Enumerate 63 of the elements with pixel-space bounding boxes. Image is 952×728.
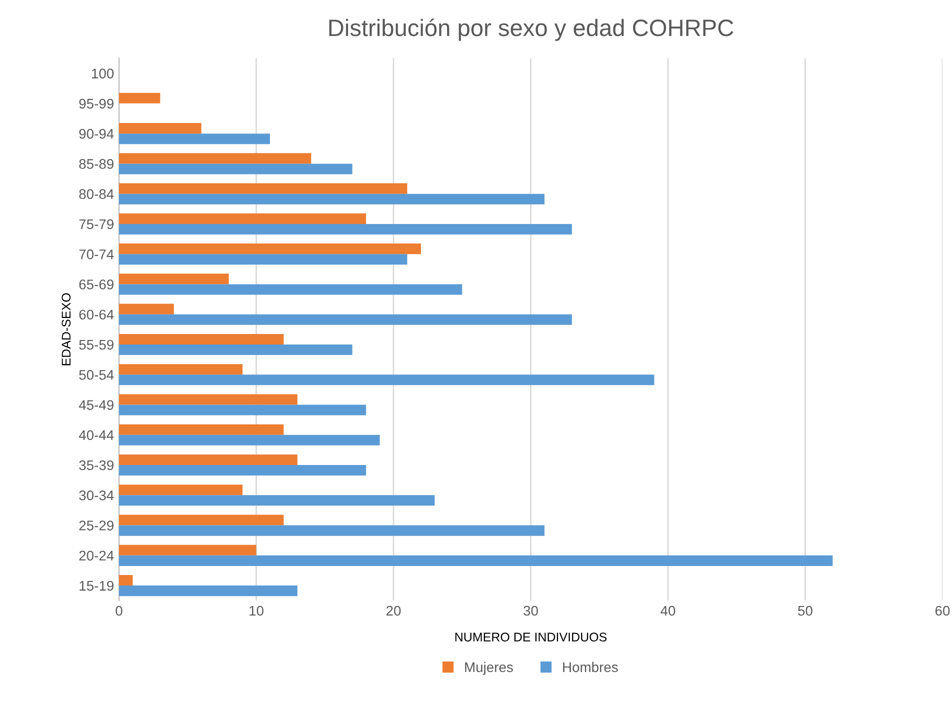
bar — [119, 153, 312, 164]
bar — [119, 344, 352, 356]
y-tick-label: 55-59 — [79, 340, 114, 350]
y-tick-label: 90-94 — [79, 128, 114, 139]
bar — [119, 484, 243, 496]
y-tick-label: 50-54 — [79, 370, 114, 380]
bar — [119, 404, 366, 416]
bar — [119, 123, 202, 134]
y-tick-label: 100 — [92, 68, 114, 78]
y-tick-label: 30-34 — [79, 490, 114, 500]
legend-label: Hombres — [563, 662, 618, 672]
x-axis-title: NUMERO DE INDIVIDUOS — [455, 632, 607, 642]
legend-label: Mujeres — [465, 662, 513, 675]
bar — [119, 465, 366, 476]
bar — [119, 314, 572, 325]
y-tick-label: 75-79 — [79, 219, 114, 230]
y-tick-label: 65-69 — [79, 280, 114, 290]
x-tick-label: 30 — [524, 606, 538, 616]
y-tick-label: 25-29 — [79, 520, 114, 530]
bar — [119, 434, 380, 446]
y-tick-label: 95-99 — [79, 98, 114, 109]
bar — [119, 334, 284, 344]
x-tick-label: 0 — [116, 606, 122, 616]
bar — [119, 495, 435, 506]
chart-title: Distribución por sexo y edad COHRPC — [329, 18, 734, 41]
y-tick-label: 70-74 — [79, 249, 114, 260]
bar — [119, 586, 298, 596]
bar — [119, 194, 544, 204]
y-tick-label: 85-89 — [79, 159, 114, 169]
x-tick-label: 40 — [660, 606, 676, 616]
bar — [119, 364, 243, 375]
y-tick-label: 45-49 — [78, 400, 114, 410]
x-tick-label: 10 — [250, 606, 264, 616]
bar — [119, 164, 352, 174]
bar — [119, 454, 298, 466]
bar — [119, 304, 174, 314]
x-tick-label: 60 — [935, 606, 950, 616]
y-tick-label: 15-19 — [80, 580, 114, 591]
y-tick-label: 35-39 — [79, 460, 114, 470]
bar — [119, 254, 408, 265]
bar — [119, 274, 229, 284]
bar — [119, 424, 284, 435]
bar — [119, 394, 298, 405]
bar — [119, 244, 421, 254]
y-axis-title: EDAD-SEXO — [62, 293, 71, 366]
bar — [119, 544, 256, 556]
bar — [119, 134, 270, 144]
bar — [119, 555, 833, 566]
bar — [119, 514, 284, 526]
bar — [119, 284, 462, 295]
bar — [119, 374, 654, 386]
x-tick-label: 50 — [798, 606, 812, 616]
y-tick-label: 40-44 — [78, 430, 114, 440]
bar — [119, 183, 408, 194]
y-tick-label: 20-24 — [79, 550, 114, 561]
bar — [119, 92, 160, 104]
y-tick-label: 80-84 — [79, 189, 114, 199]
bar — [119, 525, 544, 536]
bar — [119, 224, 572, 235]
y-tick-label: 60-64 — [79, 310, 114, 320]
bar — [119, 213, 366, 224]
bar — [119, 574, 133, 586]
x-tick-label: 20 — [386, 606, 401, 616]
